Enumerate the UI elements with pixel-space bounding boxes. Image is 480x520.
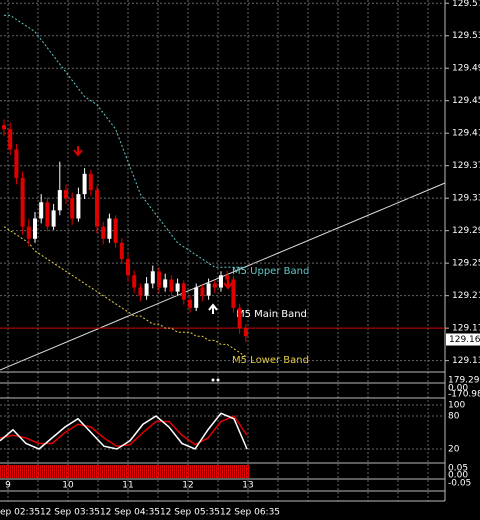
- time-label: 12 Sep 02:35: [0, 508, 40, 518]
- stoch-tick-label: 80: [448, 412, 460, 422]
- candle-body: [157, 271, 161, 288]
- candle-body: [144, 283, 149, 296]
- candle-body: [57, 190, 62, 211]
- candle-body: [188, 299, 192, 308]
- time-label: 12 Sep 05:35: [160, 508, 220, 518]
- panel-frames: [0, 0, 446, 502]
- stoch-tick-label: 100: [448, 401, 465, 411]
- band-label: M5 Lower Band: [232, 355, 309, 366]
- candle-body: [101, 226, 106, 239]
- day-label: 12: [182, 481, 193, 491]
- y-tick-label: 129.175: [452, 324, 480, 334]
- band-line: [4, 14, 246, 268]
- stoch-line: [0, 412, 248, 450]
- candle-body: [64, 190, 68, 199]
- y-tick-label: 129.335: [452, 194, 480, 204]
- day-label: 10: [62, 481, 74, 491]
- band-line: [3, 226, 247, 357]
- band-label: M5 Upper Band: [232, 266, 309, 277]
- bid-label: 129.161: [449, 335, 480, 345]
- candle-body: [200, 287, 205, 296]
- candle-body: [33, 218, 37, 239]
- sell-arrow: [223, 279, 233, 290]
- hist-label: 0.05: [448, 464, 468, 474]
- stoch-line: [0, 415, 248, 448]
- y-tick-label: 129.575: [452, 0, 480, 9]
- y-tick-label: 129.295: [452, 226, 480, 236]
- y-tick-label: 129.375: [452, 161, 480, 171]
- cci-label: -170.980: [448, 390, 480, 400]
- candle-body: [150, 271, 155, 284]
- candle-body: [219, 275, 223, 288]
- y-tick-label: 129.535: [452, 31, 480, 41]
- signal-dot: [216, 378, 220, 382]
- time-label: 12 Sep 03:35: [40, 508, 100, 518]
- stoch-tick-label: 20: [448, 445, 460, 455]
- candle-body: [175, 283, 180, 292]
- candle-body: [2, 125, 6, 130]
- candle-body: [95, 190, 99, 227]
- candle-body: [82, 173, 87, 195]
- candle-body: [231, 279, 236, 308]
- day-label: 9: [5, 481, 11, 491]
- candle-body: [237, 307, 242, 329]
- candle-body: [76, 194, 81, 219]
- candle-body: [206, 283, 211, 296]
- day-label: 13: [242, 481, 253, 491]
- candle-body: [181, 283, 186, 300]
- candle-body: [126, 259, 130, 276]
- histogram-bars: [0, 465, 250, 478]
- time-label: 12 Sep 06:35: [220, 508, 280, 518]
- cci-label: 0.00: [448, 384, 468, 394]
- buy-arrow: [208, 303, 218, 314]
- y-tick-label: 129.255: [452, 259, 480, 269]
- candle-body: [113, 218, 118, 243]
- candle-body: [132, 275, 137, 288]
- candle-body: [45, 202, 50, 227]
- candle-body: [225, 275, 230, 280]
- candle-body: [51, 210, 56, 227]
- candle-body: [169, 279, 174, 292]
- candle-body: [8, 129, 13, 150]
- hist-label: 0.00: [448, 471, 468, 481]
- candle-body: [20, 177, 25, 227]
- cci-label: 179.2963: [448, 376, 480, 386]
- candle-body: [26, 226, 31, 239]
- y-tick-label: 129.415: [452, 129, 480, 139]
- y-tick-label: 129.455: [452, 96, 480, 106]
- time-label: 12 Sep 04:35: [100, 508, 160, 518]
- candle-body: [14, 149, 19, 178]
- day-label: 11: [122, 481, 133, 491]
- candle-body: [70, 198, 75, 219]
- candle-body: [212, 283, 217, 288]
- candle-body: [107, 218, 112, 239]
- y-tick-label: 129.215: [452, 291, 480, 301]
- sell-arrow: [73, 146, 83, 157]
- y-tick-label: 129.135: [452, 356, 480, 366]
- candle-body: [39, 202, 44, 219]
- candle-body: [163, 279, 168, 288]
- band-label: M5 Main Band: [236, 309, 307, 320]
- candle-body: [194, 287, 199, 308]
- bid-box: [446, 333, 480, 346]
- candle-body: [119, 242, 124, 260]
- hist-label: -0.05: [448, 479, 471, 489]
- candle-body: [138, 287, 143, 296]
- y-tick-label: 129.495: [452, 64, 480, 74]
- signal-dot: [211, 378, 215, 382]
- candle-body: [243, 328, 248, 337]
- candle-body: [88, 173, 93, 191]
